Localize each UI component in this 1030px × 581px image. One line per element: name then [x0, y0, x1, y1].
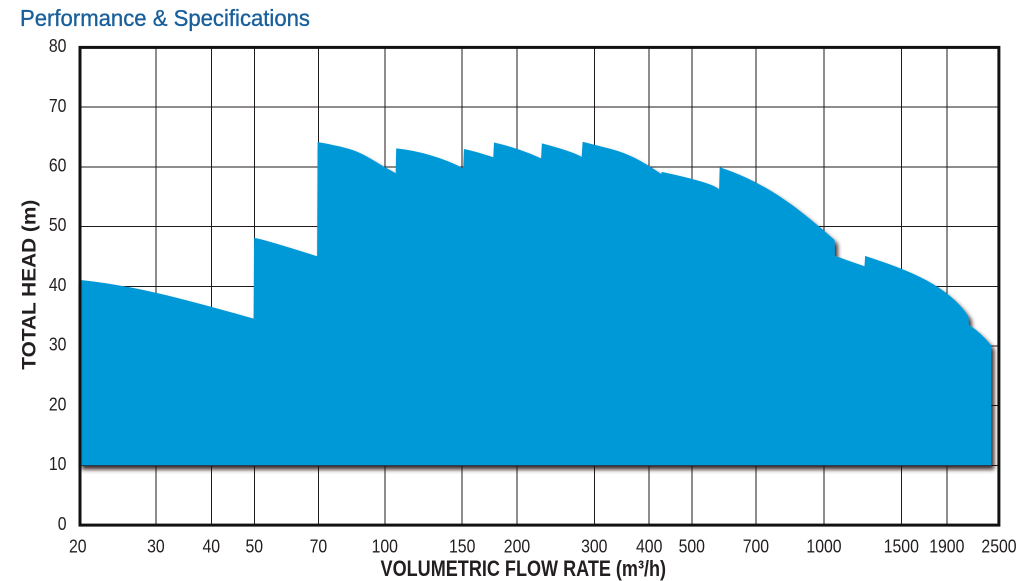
svg-text:Performance & Specifications: Performance & Specifications: [20, 5, 310, 31]
svg-text:300: 300: [581, 536, 607, 556]
svg-text:70: 70: [310, 536, 328, 556]
svg-text:2500: 2500: [981, 536, 1016, 556]
svg-text:70: 70: [49, 96, 67, 116]
svg-text:80: 80: [49, 36, 67, 56]
svg-text:30: 30: [147, 536, 165, 556]
svg-text:100: 100: [372, 536, 398, 556]
svg-text:500: 500: [679, 536, 705, 556]
svg-text:400: 400: [636, 536, 662, 556]
svg-text:1500: 1500: [884, 536, 919, 556]
svg-text:20: 20: [49, 394, 67, 414]
svg-text:40: 40: [203, 536, 221, 556]
svg-text:1000: 1000: [806, 536, 841, 556]
svg-text:VOLUMETRIC FLOW RATE (m³/h): VOLUMETRIC FLOW RATE (m³/h): [381, 556, 667, 581]
svg-text:0: 0: [58, 514, 67, 534]
svg-text:1900: 1900: [929, 536, 964, 556]
svg-text:40: 40: [49, 275, 67, 295]
svg-text:50: 50: [49, 215, 67, 235]
svg-text:60: 60: [49, 156, 67, 176]
svg-text:30: 30: [49, 335, 67, 355]
svg-text:700: 700: [743, 536, 769, 556]
svg-text:50: 50: [246, 536, 264, 556]
svg-text:10: 10: [49, 454, 67, 474]
svg-text:150: 150: [449, 536, 475, 556]
svg-text:20: 20: [69, 536, 87, 556]
svg-text:200: 200: [504, 536, 530, 556]
svg-text:TOTAL HEAD (m): TOTAL HEAD (m): [19, 200, 41, 370]
